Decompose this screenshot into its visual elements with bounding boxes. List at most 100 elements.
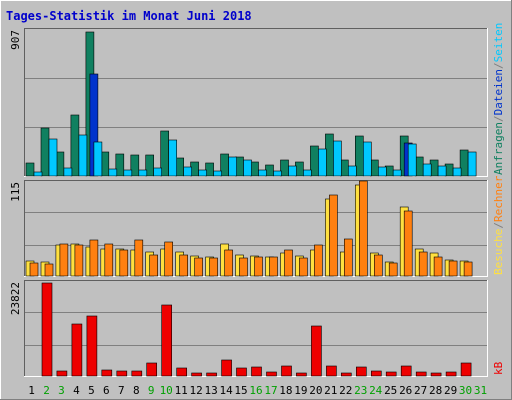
bar-rechner-day-17 <box>269 256 278 277</box>
bar-kb-day-23 <box>355 366 367 377</box>
x-tick-day-30: 30 <box>459 384 472 397</box>
bar-rechner-day-15 <box>239 257 248 277</box>
bar-kb-day-30 <box>460 362 472 377</box>
bar-seiten-day-19 <box>303 169 312 177</box>
bar-rechner-day-14 <box>224 249 233 277</box>
x-tick-day-12: 12 <box>189 384 202 397</box>
bar-rechner-day-24 <box>373 254 383 277</box>
bar-rechner-day-16 <box>254 256 263 277</box>
x-tick-day-9: 9 <box>148 384 155 397</box>
x-tick-day-14: 14 <box>219 384 233 397</box>
bar-seiten-day-11 <box>183 166 192 177</box>
bar-kb-day-5 <box>86 315 98 377</box>
bar-seiten-day-10 <box>168 139 177 177</box>
bar-anfragen-day-8 <box>130 154 140 177</box>
bar-rechner-day-21 <box>329 194 338 277</box>
bar-seiten-day-3 <box>63 167 73 177</box>
bar-rechner-day-27 <box>418 251 428 277</box>
legend-dateien: Dateien <box>492 69 505 115</box>
bar-seiten-day-15 <box>243 159 252 177</box>
x-tick-day-31: 31 <box>474 384 487 397</box>
x-tick-day-6: 6 <box>103 384 110 397</box>
bar-kb-day-3 <box>56 370 68 377</box>
bar-kb-day-2 <box>41 282 53 377</box>
panel-legend: kB <box>492 361 505 375</box>
bar-rechner-day-5 <box>89 239 99 277</box>
legend-besuche: Besuche <box>492 229 505 275</box>
bar-kb-day-26 <box>400 365 412 377</box>
panel-2: 115 Besuche/Rechner <box>9 175 505 277</box>
bar-anfragen-day-7 <box>115 153 125 177</box>
legend-separator: / <box>492 62 505 69</box>
bar-kb-day-11 <box>176 367 187 377</box>
plot-area <box>24 280 488 377</box>
bar-rechner-day-6 <box>104 243 114 277</box>
legend-kb: kB <box>492 361 505 375</box>
bar-rechner-day-3 <box>59 243 69 277</box>
bar-seiten-day-20 <box>318 148 327 177</box>
panel-legend: Besuche/Rechner <box>492 175 505 275</box>
bar-rechner-day-30 <box>463 261 473 277</box>
bar-rechner-day-4 <box>74 244 84 277</box>
bar-seiten-day-5 <box>93 141 103 177</box>
legend-rechner: Rechner <box>492 175 505 222</box>
bar-seiten-day-26 <box>407 143 417 177</box>
bar-seiten-day-29 <box>452 167 462 177</box>
bar-seiten-day-18 <box>288 165 297 177</box>
panel-max-label: 23822 <box>9 282 22 315</box>
bar-seiten-day-28 <box>437 165 447 177</box>
bar-rechner-day-1 <box>29 262 39 277</box>
x-tick-day-22: 22 <box>339 384 352 397</box>
chart-panels: 907Anfragen/Dateien/Seiten115Besuche/Rec… <box>9 23 505 377</box>
bar-anfragen-day-13 <box>205 162 214 177</box>
bar-rechner-day-23 <box>358 180 368 277</box>
panel-3: 23822 kB <box>9 280 505 377</box>
chart-title: Tages-Statistik im Monat Juni 2018 <box>6 9 252 23</box>
bar-seiten-day-21 <box>333 140 342 177</box>
bar-kb-day-16 <box>251 366 262 377</box>
panel-max-label: 115 <box>9 182 22 202</box>
bar-anfragen-day-9 <box>145 154 154 177</box>
bar-rechner-day-8 <box>134 239 144 277</box>
bar-seiten-day-23 <box>362 141 372 177</box>
x-axis-tick-labels: 1 2 3 4 5 6 7 8 9 10 11 12 13 14 15 16 17 18 19 20 21 22 23 24 2… <box>28 384 487 397</box>
bar-kb-day-20 <box>311 325 322 377</box>
bar-kb-day-8 <box>131 370 143 377</box>
x-tick-day-2: 2 <box>43 384 50 397</box>
x-tick-day-11: 11 <box>175 384 188 397</box>
bar-kb-day-12 <box>191 372 202 377</box>
bar-rechner-day-9 <box>149 254 158 277</box>
bar-anfragen-day-2 <box>40 127 50 177</box>
bar-rechner-day-13 <box>209 257 218 277</box>
bar-seiten-day-17 <box>273 170 282 177</box>
bar-seiten-day-14 <box>228 156 237 177</box>
x-tick-day-17: 17 <box>264 384 277 397</box>
bar-seiten-day-25 <box>392 169 402 177</box>
bar-seiten-day-8 <box>138 169 148 177</box>
bar-kb-day-24 <box>370 370 382 377</box>
bar-seiten-day-6 <box>108 168 118 177</box>
x-tick-day-29: 29 <box>444 384 457 397</box>
bar-kb-day-22 <box>340 372 352 377</box>
bar-kb-day-4 <box>71 323 83 377</box>
legend-separator: / <box>492 222 505 229</box>
x-tick-day-21: 21 <box>324 384 337 397</box>
x-tick-day-7: 7 <box>118 384 125 397</box>
bar-rechner-day-18 <box>284 249 293 277</box>
legend-seiten: Seiten <box>492 23 505 63</box>
x-tick-day-8: 8 <box>133 384 140 397</box>
bar-anfragen-day-4 <box>70 114 80 177</box>
bar-seiten-day-16 <box>258 169 267 177</box>
bar-anfragen-day-1 <box>25 162 35 177</box>
bar-seiten-day-2 <box>48 138 58 177</box>
bar-rechner-day-7 <box>119 249 129 277</box>
bar-rechner-day-12 <box>194 257 203 277</box>
bar-seiten-day-7 <box>123 169 133 177</box>
x-tick-day-18: 18 <box>279 384 292 397</box>
bar-seiten-day-30 <box>467 151 477 177</box>
legend-anfragen: Anfragen <box>492 122 505 175</box>
bar-seiten-day-27 <box>422 163 432 177</box>
x-tick-day-20: 20 <box>309 384 322 397</box>
